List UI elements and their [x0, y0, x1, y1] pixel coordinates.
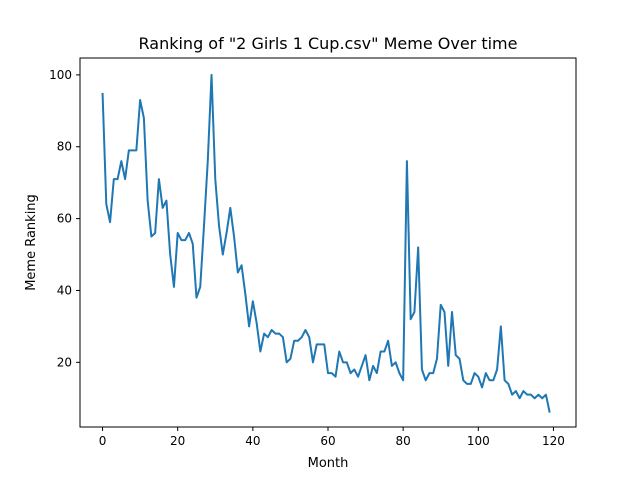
x-tick-label: 80 [396, 434, 411, 448]
x-tick-label: 20 [170, 434, 185, 448]
y-tick-label: 60 [57, 212, 72, 226]
x-axis-label: Month [308, 456, 349, 471]
x-tick-label: 60 [320, 434, 335, 448]
x-tick-label: 100 [467, 434, 490, 448]
y-axis-label: Meme Ranking [24, 194, 39, 291]
chart-title: Ranking of "2 Girls 1 Cup.csv" Meme Over… [139, 34, 518, 53]
y-tick-label: 40 [57, 283, 72, 297]
y-tick-label: 20 [57, 355, 72, 369]
x-axis: 0 20 40 60 80 100 120 [99, 427, 565, 448]
series-line [101, 73, 551, 413]
y-tick-label: 100 [49, 68, 72, 82]
x-tick-label: 120 [542, 434, 565, 448]
x-tick-label: 0 [99, 434, 107, 448]
y-tick-label: 80 [57, 140, 72, 154]
x-tick-label: 40 [245, 434, 260, 448]
y-axis: 20 40 60 80 100 [49, 68, 80, 369]
